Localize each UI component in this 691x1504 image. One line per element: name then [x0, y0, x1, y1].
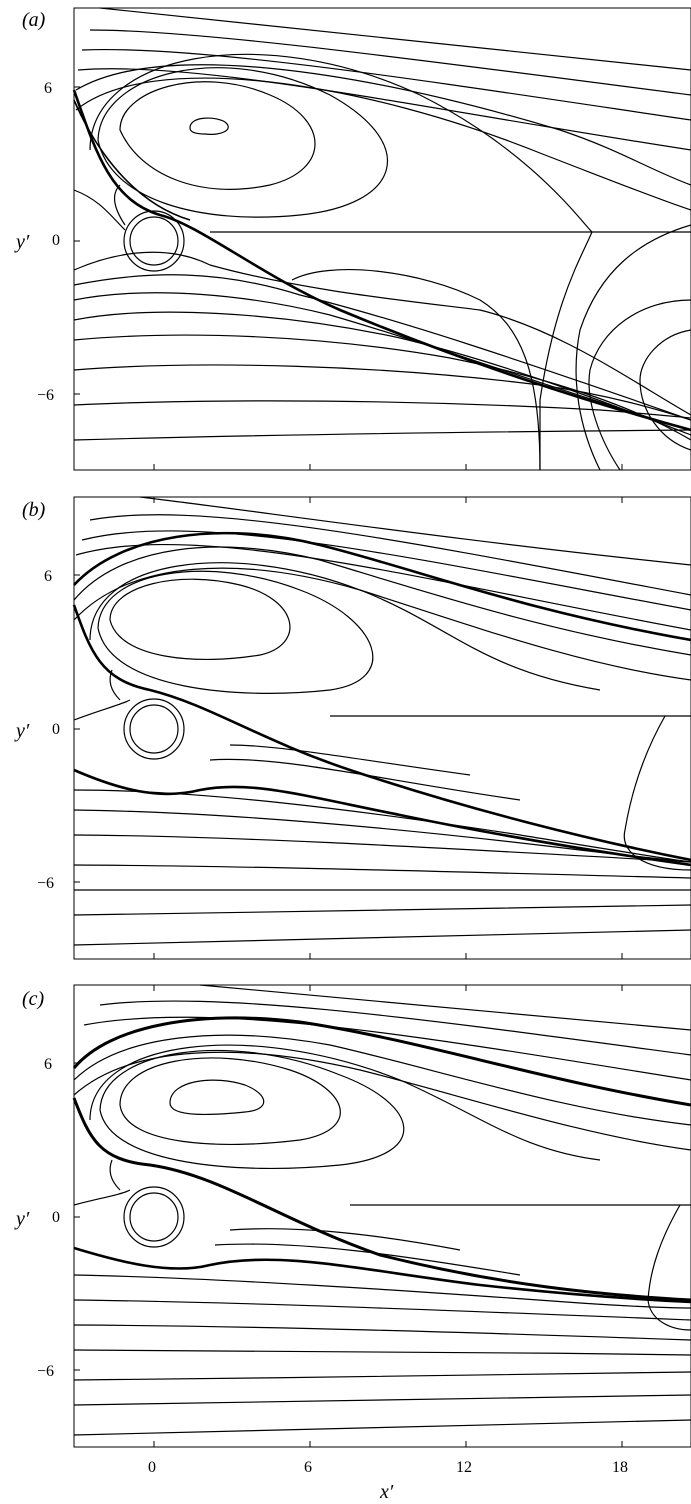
panel-b-ytick-neg6: −6	[37, 875, 54, 892]
panel-a-streamlines	[72, 7, 691, 471]
panel-c-ytick-neg6: −6	[37, 1363, 54, 1380]
panel-b-ytick-0: 0	[52, 721, 60, 738]
panel-b-y-label: y′	[14, 720, 30, 742]
panel-b-tick-marks	[74, 497, 623, 959]
panel-c-ytick-6: 6	[44, 1056, 52, 1073]
xtick-18: 18	[612, 1459, 628, 1476]
panel-a-tick-marks	[74, 86, 623, 470]
panel-b-frame	[73, 496, 691, 960]
panel-b: (b) y′ 6 0 −6	[14, 496, 691, 960]
panel-a-y-label: y′	[14, 231, 30, 253]
panel-c: (c) y′ 6 0 −6	[14, 984, 691, 1503]
panel-b-streamlines	[72, 496, 691, 946]
panel-c-y-label: y′	[14, 1208, 30, 1230]
xtick-12: 12	[456, 1459, 472, 1476]
panel-c-cylinder	[129, 1192, 179, 1242]
panel-a: (a) y′ 6 0 −6	[14, 7, 691, 471]
panel-a-ytick-6: 6	[44, 80, 52, 97]
xtick-0: 0	[148, 1459, 156, 1476]
x-axis-label: x′	[379, 1481, 394, 1503]
panel-c-ytick-0: 0	[52, 1209, 60, 1226]
panel-a-label: (a)	[22, 9, 46, 31]
panel-a-cylinder	[129, 216, 179, 266]
panel-a-ytick-neg6: −6	[37, 387, 54, 404]
panel-b-ytick-6: 6	[44, 568, 52, 585]
panel-a-frame	[73, 7, 691, 471]
panel-b-label: (b)	[22, 499, 46, 521]
xtick-6: 6	[304, 1459, 312, 1476]
panel-c-streamlines	[72, 984, 691, 1436]
panel-c-label: (c)	[22, 988, 45, 1010]
panel-a-ytick-0: 0	[52, 232, 60, 249]
panel-c-frame	[73, 984, 691, 1448]
panel-b-cylinder	[129, 704, 179, 754]
